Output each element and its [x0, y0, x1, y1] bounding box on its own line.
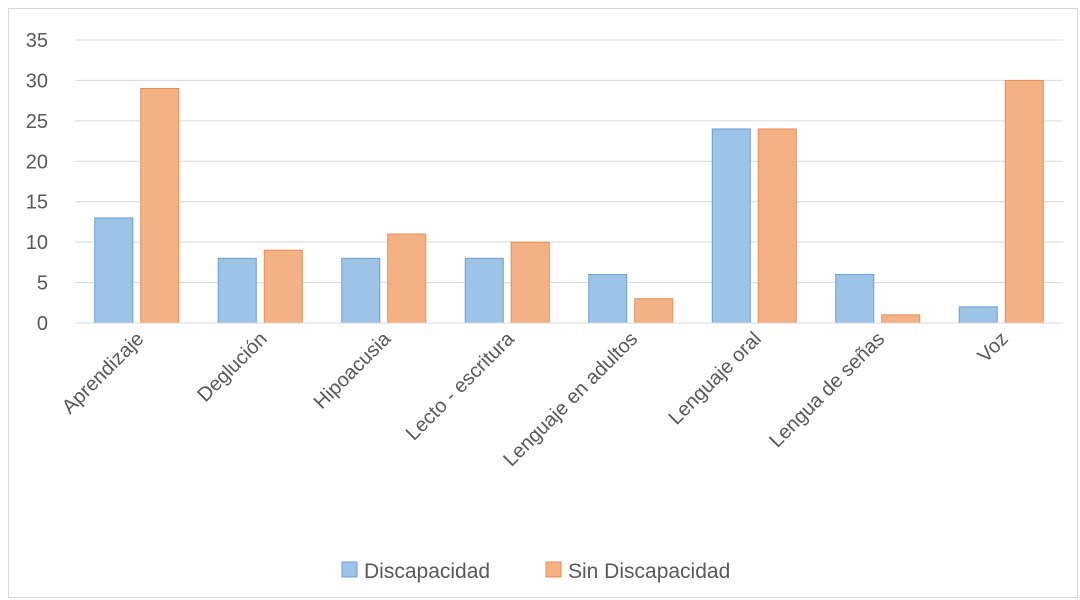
bar-discapacidad — [341, 257, 381, 324]
bar-discapacidad — [464, 257, 504, 324]
y-tick-label: 25 — [26, 111, 48, 133]
x-tick-label: Lecto - escritura — [402, 327, 520, 445]
bars — [94, 79, 1044, 324]
legend-label: Discapacidad — [364, 560, 490, 583]
bar-discapacidad — [94, 217, 134, 324]
x-tick-label: Hipoacusia — [310, 327, 396, 413]
x-tick-label: Deglución — [193, 328, 271, 406]
y-tick-label: 5 — [37, 273, 48, 295]
bar-discapacidad — [835, 273, 875, 324]
bar-sin-discapacidad — [387, 233, 427, 324]
bar-sin-discapacidad — [263, 249, 303, 324]
bar-sin-discapacidad — [510, 241, 550, 324]
x-tick-label: Voz — [974, 328, 1013, 367]
bar-sin-discapacidad — [140, 88, 180, 324]
bar-discapacidad — [217, 257, 257, 324]
x-tick-label: Lengua de señas — [765, 328, 889, 452]
legend-label: Sin Discapacidad — [568, 560, 730, 583]
y-tick-label: 30 — [26, 70, 48, 92]
category-labels: Aprendizaje Deglución Hipoacusia Lecto - es… — [58, 327, 1013, 471]
bar-discapacidad — [711, 128, 751, 324]
bar-sin-discapacidad — [1004, 79, 1044, 324]
y-tick-label: 35 — [26, 30, 48, 52]
y-axis-ticks: 0 5 10 15 20 25 30 35 — [26, 30, 48, 335]
bar-discapacidad — [588, 273, 628, 324]
legend: Discapacidad Sin Discapacidad — [341, 560, 730, 583]
bar-sin-discapacidad — [634, 298, 674, 324]
x-tick-label: Aprendizaje — [58, 328, 148, 418]
x-tick-label: Lenguaje oral — [665, 328, 766, 429]
legend-swatch — [545, 561, 562, 578]
x-tick-label: Lenguaje en adultos — [499, 328, 642, 471]
y-tick-label: 0 — [37, 313, 48, 335]
bar-sin-discapacidad — [757, 128, 797, 324]
y-tick-label: 10 — [26, 232, 48, 254]
y-tick-label: 15 — [26, 192, 48, 214]
gridlines — [75, 39, 1063, 284]
legend-swatch — [341, 561, 358, 578]
bar-sin-discapacidad — [881, 314, 921, 324]
y-tick-label: 20 — [26, 151, 48, 173]
bar-discapacidad — [958, 306, 998, 324]
